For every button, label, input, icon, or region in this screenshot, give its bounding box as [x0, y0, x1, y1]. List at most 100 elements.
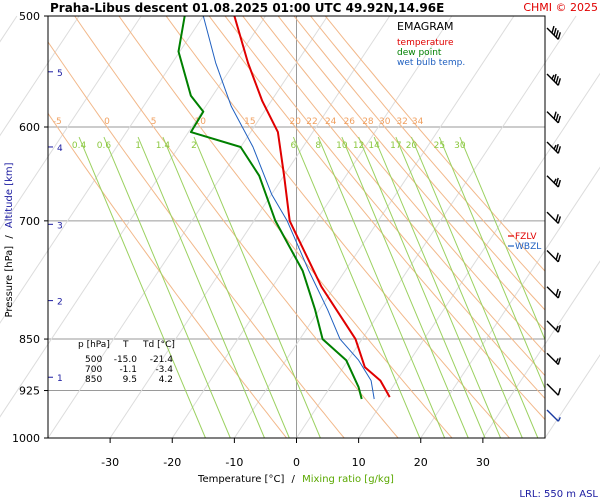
adiabat-label: 5 [151, 117, 157, 127]
wind-barb-feather [555, 214, 559, 222]
mixing-ratio-label: 2 [191, 141, 197, 151]
adiabat-label: 20 [290, 117, 302, 127]
table-cell: 9.5 [123, 375, 137, 385]
wind-barb [546, 73, 561, 86]
wind-barb-staff [546, 250, 559, 263]
mixing-ratio-label: 0.6 [97, 141, 112, 151]
skew-isotherm [0, 15, 204, 324]
skew-isotherm [0, 15, 80, 137]
wind-barb [546, 25, 561, 40]
wind-barb-feather [557, 357, 561, 365]
grid-lines [0, 15, 600, 439]
xlabel-mixing: Mixing ratio [g/kg] [302, 474, 394, 485]
dry-adiabat [259, 16, 545, 354]
dry-adiabat [48, 41, 345, 438]
skew-isotherm [544, 354, 600, 439]
plot-frame [47, 15, 546, 439]
dry-adiabat [293, 16, 545, 311]
pressure-tick-label: 925 [19, 385, 40, 398]
temperature-tick-label: -10 [225, 456, 243, 469]
pressure-tick-label: 700 [19, 215, 40, 228]
wind-barb-staff [546, 111, 559, 124]
adiabat-label: 15 [244, 117, 255, 127]
mixing-ratio-line [373, 136, 502, 438]
legend-dew-point: dew point [397, 48, 442, 58]
wind-barb [546, 320, 561, 333]
table-cell: -21.4 [150, 355, 174, 365]
pressure-tick-label: 1000 [12, 432, 40, 445]
adiabat-label: 30 [379, 117, 391, 127]
copyright-label: CHMI © 2025 [523, 1, 598, 14]
skew-isotherm [47, 15, 328, 439]
mixing-ratio-label: 6 [291, 141, 297, 151]
wind-barb-staff [546, 286, 559, 299]
wind-barb-feather [555, 76, 559, 84]
wind-barb-feather [557, 325, 561, 333]
altitude-tick-label: 2 [57, 298, 63, 308]
wind-barb [546, 111, 561, 124]
wind-barb-feather [557, 115, 561, 124]
skew-isotherm [171, 15, 453, 439]
wind-barb-staff [546, 383, 559, 396]
mixing-ratio-line [162, 136, 290, 438]
temperature-tick-label: -30 [101, 456, 119, 469]
mixing-ratio-label: 20 [406, 141, 418, 151]
wind-barb [546, 141, 561, 154]
lrl-label: LRL: 550 m ASL [519, 489, 598, 500]
wind-barb-feather [557, 216, 561, 224]
adiabat-label: 26 [344, 117, 356, 127]
wind-barb-feather [551, 74, 555, 80]
dry-adiabat [118, 16, 453, 438]
mixing-ratio-line [410, 136, 539, 438]
skew-isotherm [358, 72, 600, 439]
dry-adiabat [165, 16, 511, 438]
mixing-ratio-lines: 0.4 0.6 1 1.4 2 6 8 10 12 14 17 20 25 30 [72, 136, 545, 438]
adiabat-label: 0 [104, 117, 110, 127]
mixing-ratio-line [103, 136, 231, 438]
temperature-tick-label: 20 [414, 456, 428, 469]
wind-barb-staff [546, 175, 559, 188]
wind-barb-feather [557, 416, 561, 422]
wind-barb-feather [555, 325, 559, 331]
mixing-ratio-label: 30 [454, 141, 466, 151]
mixing-ratio-line [395, 136, 523, 438]
wind-barb [546, 383, 561, 396]
fzlv-label: FZLV [515, 232, 537, 242]
data-table: p [hPa] T Td [°C] 500 -15.0 -21.4 700 -1… [78, 340, 175, 385]
skew-isotherm [296, 15, 577, 439]
ylabel-pressure: Pressure [hPa] [4, 246, 15, 318]
chart-title: Praha-Libus descent 01.08.2025 01:00 UTC… [50, 1, 444, 15]
y-axis-label: Pressure [hPa] / Altitude [km] [4, 162, 15, 317]
wind-barb-feather [555, 113, 559, 121]
wind-barb-feather [557, 179, 561, 188]
wind-barb-feather [553, 27, 557, 36]
wind-barb-feather [557, 78, 561, 86]
wind-barb-feather [555, 252, 559, 260]
adiabat-label: 24 [325, 117, 337, 127]
skew-isotherm [482, 260, 600, 439]
table-header-td: Td [°C] [142, 340, 175, 350]
adiabat-label: 28 [362, 117, 374, 127]
mixing-ratio-line [292, 136, 421, 438]
wind-barbs [546, 25, 561, 422]
ylabel-altitude: Altitude [km] [4, 162, 15, 228]
series-line-dew-point [177, 16, 363, 400]
mixing-ratio-label: 25 [434, 141, 445, 151]
mixing-ratio-label: 8 [315, 141, 321, 151]
wind-barb-feather [557, 146, 561, 154]
pressure-tick-label: 500 [19, 10, 40, 23]
mixing-ratio-line [459, 136, 545, 342]
mixing-ratio-line [193, 136, 321, 438]
wind-barb [546, 250, 561, 263]
skew-isotherm [233, 15, 515, 439]
adiabat-label: -5 [53, 117, 62, 127]
skew-isotherm [0, 15, 142, 231]
temperature-tick-label: -20 [163, 456, 181, 469]
table-cell: 4.2 [159, 375, 173, 385]
dry-adiabat [309, 16, 545, 291]
wind-barb [546, 211, 561, 224]
legend-temperature: temperature [397, 38, 454, 48]
wind-barb-feather [555, 177, 559, 186]
